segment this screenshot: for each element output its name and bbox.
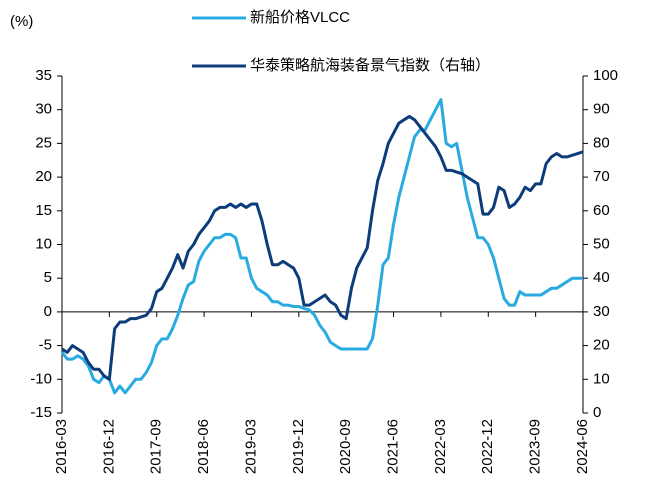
- x-tick-label: 2020-09: [337, 419, 354, 474]
- x-tick-label: 2016-12: [100, 419, 117, 474]
- y-tick-label: 25: [35, 134, 52, 151]
- y-tick-label: 5: [44, 269, 52, 286]
- series-line: [61, 114, 584, 381]
- y2-tick-label: 100: [593, 67, 618, 84]
- y2-tick-label: 60: [593, 202, 610, 219]
- y2-tick-label: 50: [593, 235, 610, 252]
- x-tick-label: 2023-09: [527, 419, 544, 474]
- y-tick-label: 35: [35, 67, 52, 84]
- y2-tick-label: 70: [593, 168, 610, 185]
- y2-tick-label: 80: [593, 134, 610, 151]
- y-axis-label: (%): [10, 13, 33, 30]
- x-tick-label: 2016-03: [53, 419, 70, 474]
- x-tick-label: 2018-06: [195, 419, 212, 474]
- y2-tick-label: 20: [593, 337, 610, 354]
- y2-tick-label: 40: [593, 269, 610, 286]
- y-tick-label: 20: [35, 168, 52, 185]
- x-tick-label: 2017-09: [148, 419, 165, 474]
- y-tick-label: -10: [30, 370, 52, 387]
- legend-label: 新船价格VLCC: [250, 9, 350, 26]
- x-tick-label: 2019-12: [290, 419, 307, 474]
- x-tick-label: 2021-06: [385, 419, 402, 474]
- y2-tick-label: 0: [593, 404, 601, 421]
- y-tick-label: -15: [30, 404, 52, 421]
- y2-tick-label: 30: [593, 303, 610, 320]
- series-line: [60, 98, 583, 395]
- y-tick-label: 10: [35, 235, 52, 252]
- y-tick-label: 0: [44, 303, 52, 320]
- x-tick-label: 2024-06: [574, 419, 591, 474]
- y-tick-label: 30: [35, 101, 52, 118]
- legend-label: 华泰策略航海装备景气指数（右轴）: [250, 57, 490, 74]
- y-tick-label: 15: [35, 202, 52, 219]
- x-tick-label: 2022-03: [432, 419, 449, 474]
- y2-tick-label: 10: [593, 370, 610, 387]
- x-tick-label: 2019-03: [242, 419, 259, 474]
- y2-tick-label: 90: [593, 101, 610, 118]
- y-tick-label: -5: [39, 337, 52, 354]
- x-tick-label: 2022-12: [479, 419, 496, 474]
